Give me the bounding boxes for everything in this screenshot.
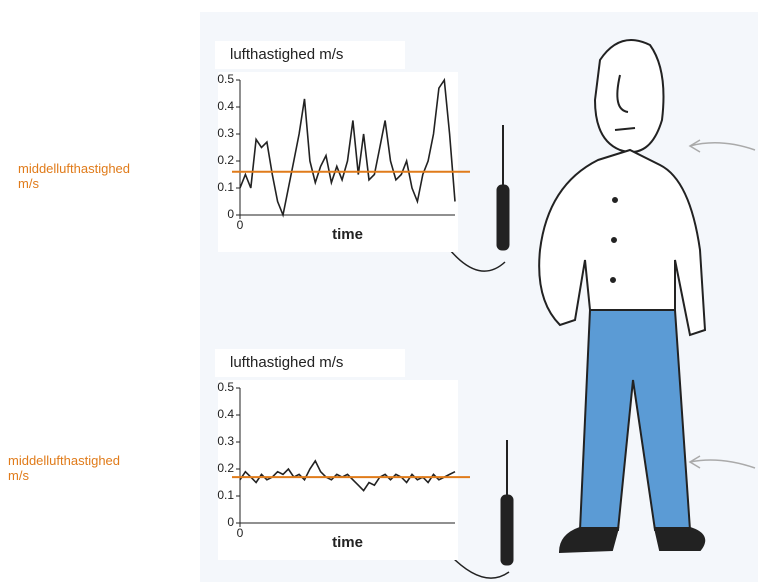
y-tick-label: 0.1 (217, 488, 234, 502)
y-tick-label: 0.1 (217, 180, 234, 194)
x-axis-label: time (332, 226, 363, 243)
data-line (239, 459, 456, 492)
plot-box (218, 72, 458, 252)
y-tick-label: 0.2 (217, 153, 234, 167)
title-box (215, 41, 405, 69)
y-tick-label: 0.4 (217, 407, 234, 421)
title-box (215, 349, 405, 377)
y-tick-label: 0.2 (217, 461, 234, 475)
x-tick-label: 0 (237, 526, 244, 540)
anemometer (443, 125, 514, 579)
x-tick-label: 0 (237, 218, 244, 232)
y-tick-label: 0.3 (217, 126, 234, 140)
y-tick-label: 0.5 (217, 72, 234, 86)
x-axis-label: time (332, 534, 363, 551)
y-tick-label: 0.5 (217, 380, 234, 394)
y-tick-label: 0.4 (217, 99, 234, 113)
plot-box (218, 380, 458, 560)
person-illustration (538, 39, 707, 554)
y-tick-label: 0.3 (217, 434, 234, 448)
wind-arrow (688, 455, 756, 469)
data-line (239, 77, 456, 218)
mean-label: middellufthastighed m/s (8, 453, 124, 483)
y-tick-label: 0 (227, 207, 234, 221)
mean-label: middellufthastighed m/s (18, 161, 134, 191)
chart-title: lufthastighed m/s (230, 354, 343, 371)
chart-title: lufthastighed m/s (230, 46, 343, 63)
y-tick-label: 0 (227, 515, 234, 529)
wind-arrow (688, 139, 756, 153)
